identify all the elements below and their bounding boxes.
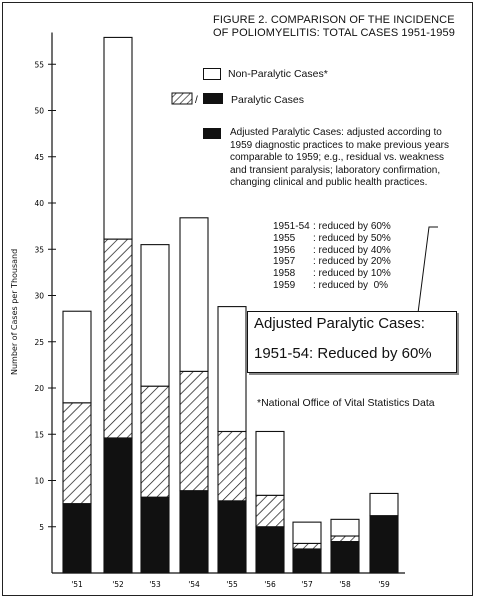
source-note: *National Office of Vital Statistics Dat… — [257, 397, 435, 409]
bar-segment-solid-2 — [140, 496, 170, 574]
y-tick-label: 35 — [34, 245, 44, 254]
bars — [62, 36, 399, 574]
reduction-text: : reduced by 20% — [313, 256, 391, 268]
reduction-year: 1956 — [273, 244, 296, 256]
bar-segment-solid-4 — [217, 500, 247, 574]
bar-segment-solid-0 — [62, 503, 92, 574]
x-tick-label: '59 — [378, 580, 390, 589]
chart-title: FIGURE 2. COMPARISON OF THE INCIDENCE OF… — [213, 14, 455, 39]
reduction-row: 1958 : reduced by 10% — [273, 268, 391, 280]
bar-segment-white-5 — [255, 430, 285, 496]
x-tick-label: '58 — [339, 580, 351, 589]
bar-segment-hatched-2 — [140, 385, 170, 498]
y-tick-label: 10 — [34, 477, 44, 486]
bar-segment-hatched-6 — [292, 542, 322, 550]
legend-paralytic-separator: / — [195, 95, 198, 106]
bar-segment-hatched-7 — [330, 535, 360, 543]
reduction-text: : reduced by 40% — [313, 244, 391, 256]
legend-swatch-non-paralytic — [203, 68, 221, 80]
reduction-year: 1958 — [273, 268, 296, 280]
bar-segment-solid-7 — [330, 540, 360, 574]
x-tick-label: '53 — [149, 580, 161, 589]
bar-segment-hatched-4 — [217, 430, 247, 502]
bar-segment-hatched-5 — [255, 494, 285, 528]
callout-box: Adjusted Paralytic Cases: 1951-54: Reduc… — [247, 311, 457, 373]
reduction-year: 1955 — [273, 232, 296, 244]
bar-segment-white-6 — [292, 521, 322, 544]
y-tick-label: 30 — [34, 292, 44, 301]
y-tick-label: 20 — [34, 384, 44, 393]
bar-segment-white-3 — [179, 217, 209, 372]
y-tick-label: 50 — [34, 107, 44, 116]
y-tick-label: 25 — [34, 338, 44, 347]
reduction-list: 1951-54: reduced by 60% 1955: reduced by … — [273, 221, 391, 292]
reduction-year: 1951-54 — [273, 221, 310, 232]
reduction-year: 1957 — [273, 256, 296, 268]
y-tick-label: 15 — [34, 430, 44, 439]
bar-segment-white-2 — [140, 244, 170, 387]
bar-segment-white-8 — [369, 492, 399, 517]
reduction-row: 1951-54: reduced by 60% — [273, 221, 391, 233]
legend-swatch-paralytic: / — [171, 92, 223, 106]
bar-segment-solid-5 — [255, 526, 285, 574]
reduction-text: : reduced by 0% — [313, 279, 389, 291]
legend-label-paralytic: Paralytic Cases — [231, 94, 304, 106]
bar-segment-white-4 — [217, 306, 247, 433]
x-tick-labels: '51 '52 '53 '54 '55 '56 '57 '58 '59 — [71, 580, 390, 589]
reduction-text: : reduced by 50% — [313, 232, 391, 244]
bar-segment-white-0 — [62, 310, 92, 404]
callout-line-1: Adjusted Paralytic Cases: — [254, 315, 425, 332]
figure-frame — [2, 2, 473, 596]
reduction-row: 1959 : reduced by 0% — [273, 280, 391, 292]
y-tick-label: 5 — [39, 523, 44, 532]
x-tick-label: '52 — [112, 580, 124, 589]
reduction-row: 1957 : reduced by 20% — [273, 256, 391, 268]
bar-segment-hatched-0 — [62, 402, 92, 505]
bar-segment-solid-3 — [179, 490, 209, 574]
bar-segment-white-1 — [103, 36, 133, 240]
legend-swatch-adjusted — [203, 128, 221, 139]
x-tick-label: '57 — [301, 580, 313, 589]
bar-segment-hatched-1 — [103, 238, 133, 439]
bar-segment-solid-6 — [292, 548, 322, 574]
y-tick-label: 40 — [34, 199, 44, 208]
legend-label-adjusted: Adjusted Paralytic Cases: adjusted accor… — [230, 127, 450, 188]
y-tick-label: 45 — [34, 153, 44, 162]
reduction-year: 1959 — [273, 279, 296, 291]
x-tick-label: '55 — [226, 580, 238, 589]
callout-pointer-line — [417, 226, 438, 314]
bar-segment-hatched-3 — [179, 370, 209, 492]
reduction-row: 1956 : reduced by 40% — [273, 245, 391, 257]
x-tick-label: '54 — [188, 580, 200, 589]
x-tick-label: '56 — [264, 580, 276, 589]
bar-segment-solid-8 — [369, 515, 399, 574]
callout-line-2: 1951-54: Reduced by 60% — [254, 345, 432, 362]
reduction-row: 1955 : reduced by 50% — [273, 233, 391, 245]
y-axis-label: Number of Cases per Thousand — [10, 248, 19, 375]
legend-label-non-paralytic: Non-Paralytic Cases* — [228, 68, 328, 80]
bar-segment-white-7 — [330, 518, 360, 537]
x-tick-label: '51 — [71, 580, 83, 589]
reduction-text: : reduced by 60% — [313, 221, 391, 232]
reduction-text: : reduced by 10% — [313, 268, 391, 280]
y-tick-label: 55 — [34, 60, 44, 69]
bar-segment-solid-1 — [103, 437, 133, 574]
